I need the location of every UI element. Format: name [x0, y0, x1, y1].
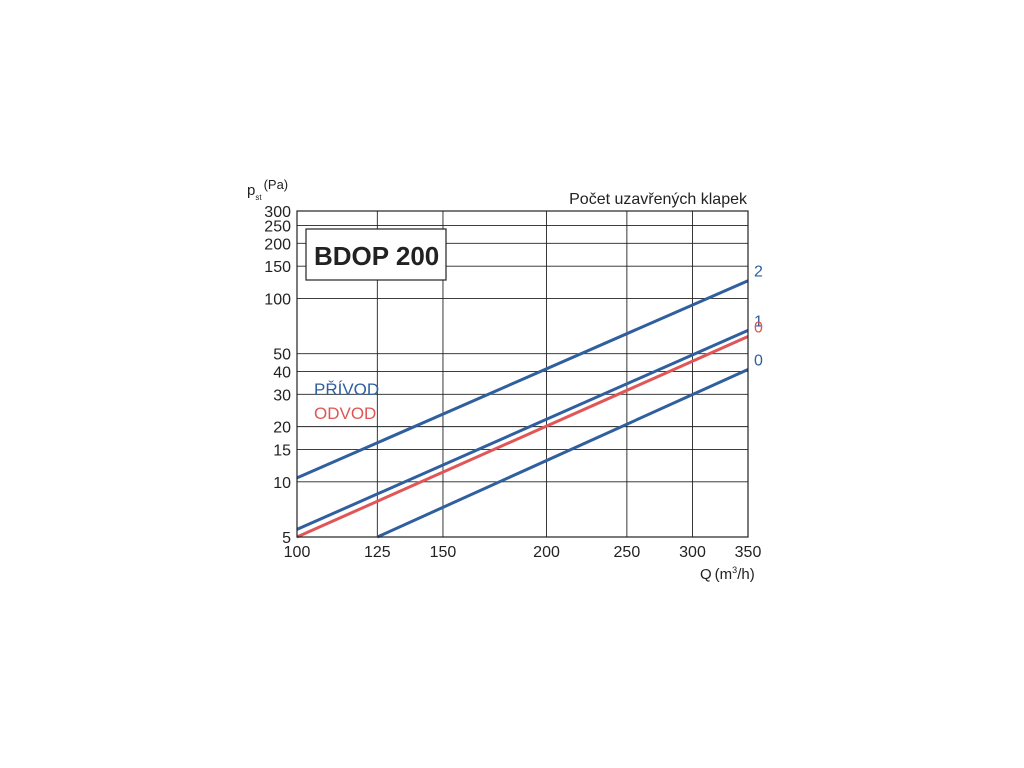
y-tick-label: 200	[264, 236, 291, 253]
legend-odvod: ODVOD	[314, 404, 376, 423]
y-tick-label: 50	[273, 347, 291, 364]
y-tick-label: 150	[264, 259, 291, 276]
x-tick-label: 300	[679, 544, 706, 561]
x-axis-label-sup: 3	[732, 565, 737, 575]
y-tick-label: 250	[264, 219, 291, 236]
x-tick-label: 100	[284, 544, 311, 561]
y-tick-label: 5	[282, 530, 291, 547]
chart-subtitle: Počet uzavřených klapek	[569, 191, 748, 208]
x-tick-label: 125	[364, 544, 391, 561]
x-tick-label: 150	[430, 544, 457, 561]
y-tick-label: 300	[264, 204, 291, 221]
chart-title: BDOP 200	[314, 241, 439, 271]
x-axis-label-unit: (m	[715, 566, 733, 583]
y-axis-label-sub: st	[255, 193, 262, 202]
x-axis-label-main: Q	[700, 566, 712, 583]
x-tick-label: 200	[533, 544, 560, 561]
y-axis-label-main: p	[247, 182, 255, 199]
x-tick-label: 250	[614, 544, 641, 561]
y-axis-label: pst(Pa)	[247, 177, 288, 202]
y-tick-label: 15	[273, 443, 291, 460]
x-tick-label: 350	[735, 544, 762, 561]
y-tick-label: 40	[273, 364, 291, 381]
series-end-label: 2	[754, 264, 763, 281]
series-line	[376, 368, 749, 539]
plot-frame	[296, 210, 749, 538]
series-line	[296, 335, 749, 539]
series-end-label: 0	[754, 320, 763, 337]
series-lines	[296, 279, 749, 539]
y-tick-label: 100	[264, 291, 291, 308]
series-end-label: 0	[754, 352, 763, 369]
series-line	[296, 328, 749, 531]
x-tick-labels: 100 125 150 200 250 300 350	[284, 544, 762, 561]
y-axis-label-unit: (Pa)	[264, 177, 289, 192]
series-end-label: 1	[754, 313, 763, 330]
y-tick-label: 20	[273, 420, 291, 437]
series-line	[296, 279, 749, 480]
y-tick-label: 10	[273, 475, 291, 492]
x-axis-label-tail: /h)	[737, 566, 755, 583]
title-box	[305, 228, 447, 281]
legend-privod: PŘÍVOD	[314, 380, 379, 399]
x-axis-label: Q (m3/h)	[700, 565, 755, 583]
y-tick-label: 30	[273, 387, 291, 404]
